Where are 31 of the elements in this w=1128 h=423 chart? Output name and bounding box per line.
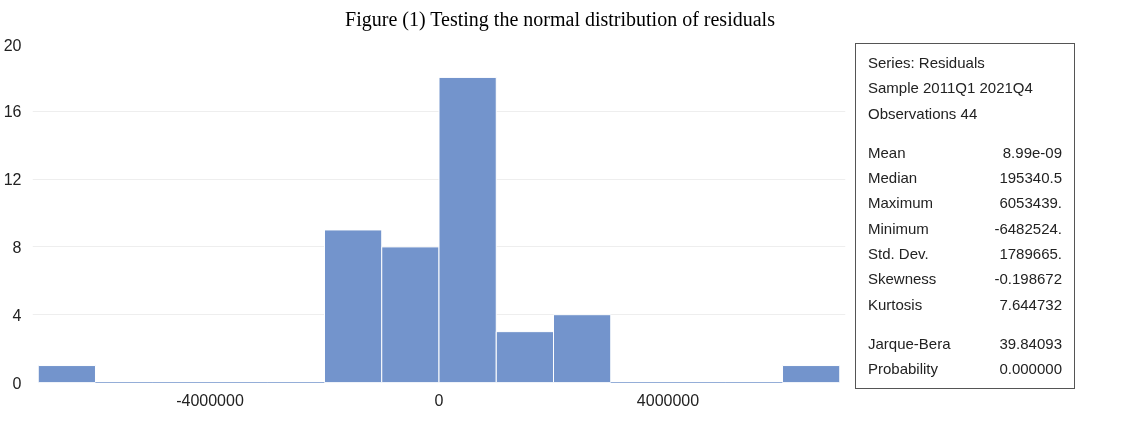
text: Std. Dev. [868, 244, 929, 265]
y-tick-label: 8 [12, 238, 22, 256]
text: Jarque-Bera [868, 333, 951, 354]
text: -6482524. [994, 218, 1062, 239]
y-tick-label: 16 [3, 103, 22, 121]
x-tick-label: 0 [434, 391, 444, 409]
text: Observations 44 [868, 103, 979, 124]
text: 8.99e-09 [1002, 142, 1062, 163]
y-tick-label: 12 [3, 171, 22, 189]
text: 6053439. [999, 193, 1062, 214]
text: 1789665. [999, 244, 1062, 265]
text: Median [868, 168, 918, 189]
text: Maximum [868, 193, 934, 214]
text: Sample 2011Q1 2021Q4 [868, 78, 1034, 99]
x-tick-label: -4000000 [176, 391, 244, 409]
text: Kurtosis [868, 294, 923, 315]
y-tick-label: 4 [12, 306, 22, 324]
text: 39.84093 [999, 333, 1062, 354]
text: 0.000000 [999, 359, 1062, 380]
x-tick-label: 4000000 [636, 391, 700, 409]
text: Probability [868, 359, 939, 380]
text: Series: Residuals [868, 53, 986, 73]
text: Minimum [868, 218, 929, 239]
text: 195340.5 [999, 168, 1062, 189]
y-tick-label: 0 [12, 374, 22, 392]
text: 7.644732 [999, 294, 1062, 315]
chart-title: Figure (1) Testing the normal distribution of residuals [344, 7, 776, 33]
text: Skewness [868, 269, 937, 290]
text: -0.198672 [994, 269, 1062, 290]
text: Mean [868, 142, 906, 163]
y-tick-label: 20 [3, 36, 22, 54]
